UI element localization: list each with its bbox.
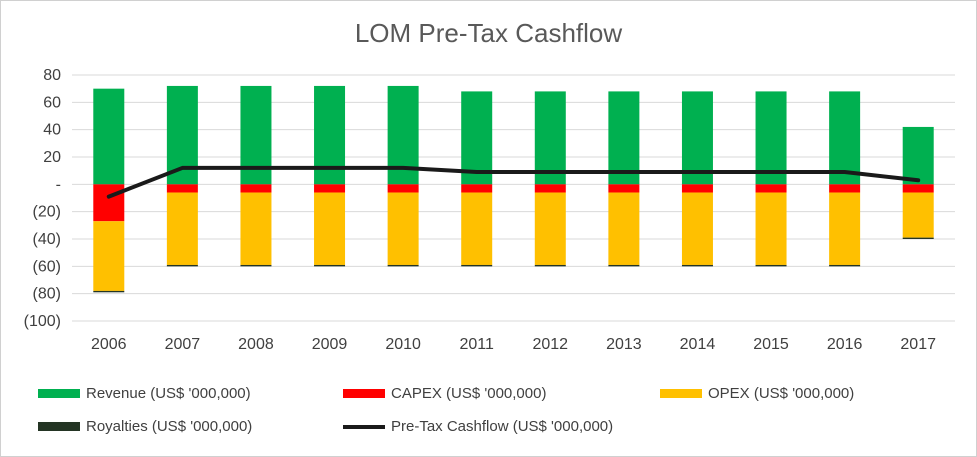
x-tick-label: 2012 bbox=[532, 336, 568, 353]
y-tick-label: 40 bbox=[43, 122, 61, 139]
bar-revenue-2013 bbox=[608, 91, 640, 185]
bar-capex-2009 bbox=[314, 184, 346, 193]
legend-item-revenue: Revenue (US$ '000,000) bbox=[38, 385, 251, 402]
bar-capex-2010 bbox=[387, 184, 419, 193]
bar-opex-2014 bbox=[681, 192, 713, 265]
x-tick-label: 2015 bbox=[753, 336, 789, 353]
bar-royalties-2007 bbox=[166, 264, 198, 267]
bar-capex-2014 bbox=[681, 184, 713, 193]
legend-swatch-capex bbox=[343, 389, 385, 398]
y-tick-label: 80 bbox=[43, 67, 61, 84]
bar-royalties-2016 bbox=[829, 264, 861, 267]
y-tick-label: (60) bbox=[33, 258, 61, 275]
bar-revenue-2011 bbox=[461, 91, 493, 185]
bar-capex-2013 bbox=[608, 184, 640, 193]
legend-label-revenue: Revenue (US$ '000,000) bbox=[86, 385, 251, 402]
bar-revenue-2012 bbox=[534, 91, 566, 185]
bar-opex-2010 bbox=[387, 192, 419, 265]
legend-swatch-royalties bbox=[38, 422, 80, 431]
legend-line-pretax-cashflow bbox=[343, 424, 385, 429]
bar-royalties-2010 bbox=[387, 264, 419, 267]
bar-opex-2013 bbox=[608, 192, 640, 265]
bar-royalties-2013 bbox=[608, 264, 640, 267]
y-tick-label: (40) bbox=[33, 231, 61, 248]
bar-revenue-2016 bbox=[829, 91, 861, 185]
x-tick-label: 2011 bbox=[460, 336, 495, 353]
legend-item-pretax-cashflow: Pre-Tax Cashflow (US$ '000,000) bbox=[343, 418, 613, 435]
legend-label-pretax-cashflow: Pre-Tax Cashflow (US$ '000,000) bbox=[391, 418, 614, 435]
bar-opex-2017 bbox=[902, 192, 934, 238]
bar-revenue-2015 bbox=[755, 91, 787, 185]
legend-item-opex: OPEX (US$ '000,000) bbox=[660, 385, 854, 402]
bar-capex-2007 bbox=[166, 184, 198, 193]
bar-capex-2017 bbox=[902, 184, 934, 193]
legend-label-capex: CAPEX (US$ '000,000) bbox=[391, 385, 547, 402]
bar-opex-2008 bbox=[240, 192, 272, 265]
bar-capex-2012 bbox=[534, 184, 566, 193]
bar-revenue-2006 bbox=[93, 88, 125, 185]
y-tick-label: 20 bbox=[43, 149, 61, 166]
bar-royalties-2017 bbox=[902, 237, 934, 239]
x-tick-label: 2014 bbox=[680, 336, 716, 353]
bar-revenue-2014 bbox=[681, 91, 713, 185]
bar-capex-2015 bbox=[755, 184, 787, 193]
bar-royalties-2012 bbox=[534, 264, 566, 267]
x-tick-label: 2006 bbox=[91, 336, 127, 353]
legend-item-royalties: Royalties (US$ '000,000) bbox=[38, 418, 252, 435]
bar-royalties-2011 bbox=[461, 264, 493, 267]
legend-label-opex: OPEX (US$ '000,000) bbox=[708, 385, 855, 402]
x-tick-label: 2009 bbox=[312, 336, 348, 353]
bar-royalties-2006 bbox=[93, 290, 125, 293]
y-tick-label: (80) bbox=[33, 286, 61, 303]
pretax-cashflow-line bbox=[106, 165, 921, 199]
legend-item-capex: CAPEX (US$ '000,000) bbox=[343, 385, 546, 402]
bar-capex-2011 bbox=[461, 184, 493, 193]
bar-opex-2007 bbox=[166, 192, 198, 265]
y-tick-label: (100) bbox=[24, 313, 61, 330]
bar-royalties-2009 bbox=[314, 264, 346, 267]
bar-royalties-2008 bbox=[240, 264, 272, 267]
y-tick-label: (20) bbox=[33, 204, 61, 221]
x-tick-label: 2013 bbox=[606, 336, 642, 353]
bar-opex-2011 bbox=[461, 192, 493, 265]
x-tick-label: 2010 bbox=[385, 336, 421, 353]
y-tick-label: - bbox=[56, 176, 61, 193]
x-tick-label: 2008 bbox=[238, 336, 274, 353]
legend-label-royalties: Royalties (US$ '000,000) bbox=[86, 418, 253, 435]
bar-opex-2016 bbox=[829, 192, 861, 265]
bar-capex-2016 bbox=[829, 184, 861, 193]
bar-capex-2008 bbox=[240, 184, 272, 193]
bar-royalties-2014 bbox=[681, 264, 713, 267]
legend-swatch-revenue bbox=[38, 389, 80, 398]
bar-revenue-2017 bbox=[902, 126, 934, 185]
x-tick-label: 2007 bbox=[165, 336, 201, 353]
chart-title: LOM Pre-Tax Cashflow bbox=[354, 18, 623, 48]
bar-opex-2012 bbox=[534, 192, 566, 265]
x-tick-label: 2016 bbox=[827, 336, 863, 353]
x-tick-label: 2017 bbox=[900, 336, 936, 353]
bar-capex-2006 bbox=[93, 184, 125, 222]
legend-swatch-opex bbox=[660, 389, 702, 398]
bar-opex-2015 bbox=[755, 192, 787, 265]
bar-royalties-2015 bbox=[755, 264, 787, 267]
bar-opex-2006 bbox=[93, 221, 125, 291]
y-tick-label: 60 bbox=[43, 94, 61, 111]
bar-opex-2009 bbox=[314, 192, 346, 265]
